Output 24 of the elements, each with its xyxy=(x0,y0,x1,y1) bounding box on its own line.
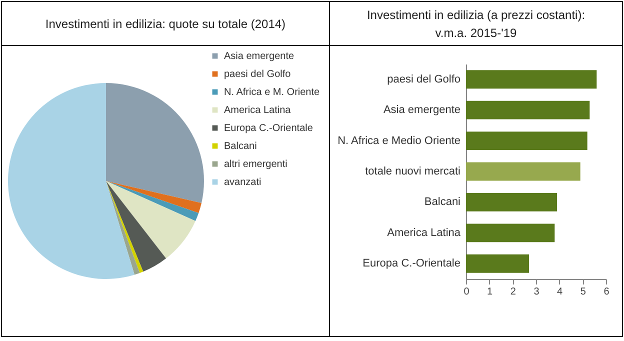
y-tick-label: America Latina xyxy=(387,226,462,239)
y-tick-label: totale nuovi mercati xyxy=(365,166,460,178)
y-tick-label: Asia emergente xyxy=(383,104,460,116)
x-tick-label: 2 xyxy=(510,286,516,298)
legend-label: Asia emergente xyxy=(224,51,294,62)
legend-label: America Latina xyxy=(224,105,292,116)
legend-label: avanzati xyxy=(224,177,262,188)
x-tick-label: 3 xyxy=(534,286,540,298)
legend-label: Balcani xyxy=(224,141,257,152)
x-tick-label: 4 xyxy=(557,286,564,298)
legend-label: N. Africa e M. Oriente xyxy=(224,87,320,98)
y-tick-label: Balcani xyxy=(424,196,460,208)
chart-title: Investimenti in edilizia (a prezzi costanti): v.m.a. 2015-'19 xyxy=(330,2,622,46)
y-tick-label: paesi del Golfo xyxy=(387,73,460,86)
x-tick-label: 5 xyxy=(580,286,586,298)
y-tick-label: Europa C.-Orientale xyxy=(362,258,460,270)
legend-label: altri emergenti xyxy=(224,159,288,170)
legend-label: Europa C.-Orientale xyxy=(224,123,314,134)
x-tick-label: 6 xyxy=(604,286,610,298)
x-tick-label: 0 xyxy=(464,286,470,298)
x-tick-label: 1 xyxy=(487,286,494,298)
legend-label: paesi del Golfo xyxy=(224,69,292,80)
chart-title: Investimenti in edilizia: quote su totale (2014) xyxy=(2,2,329,46)
y-tick-label: N. Africa e Medio Oriente xyxy=(338,134,460,147)
